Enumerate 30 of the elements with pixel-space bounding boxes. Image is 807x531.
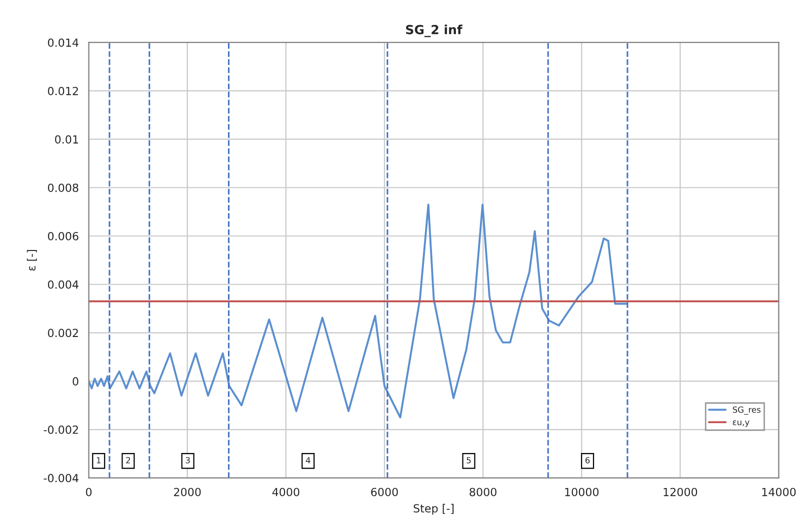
y-tick-label: 0.012: [48, 86, 78, 96]
x-tick-label: 8000: [470, 488, 496, 496]
annotation: 5: [466, 457, 471, 464]
y-axis-title: ε [-]: [26, 250, 37, 271]
y-tick-label: 0.014: [48, 38, 78, 47]
x-tick-label: 0: [86, 488, 92, 496]
y-tick-label: 0.002: [48, 328, 78, 338]
y-tick-label: 0.006: [48, 232, 78, 240]
line-series: [88, 204, 628, 418]
legend-label: SG_res: [732, 406, 760, 415]
annotation: 4: [306, 457, 310, 464]
chart-title: SG_2 inf: [406, 24, 462, 38]
x-tick-label: 4000: [272, 488, 300, 496]
annotation: 2: [126, 457, 130, 464]
annotation: 6: [585, 457, 590, 464]
legend-label: εu,y: [732, 420, 750, 427]
y-tick-label: 0: [72, 377, 78, 386]
y-tick-label: -0.002: [44, 425, 78, 434]
y-tick-label: 0.008: [48, 184, 78, 192]
x-axis-title: Step [-]: [414, 504, 454, 515]
y-tick-label: 0.004: [48, 280, 78, 289]
y-tick-label: 0.01: [55, 135, 78, 144]
x-tick-label: 2000: [174, 488, 201, 496]
x-tick-label: 10000: [565, 488, 599, 496]
annotation: 3: [186, 457, 190, 464]
annotation: 1: [96, 457, 101, 464]
y-tick-label: -0.004: [44, 474, 78, 482]
x-tick-label: 14000: [762, 488, 796, 496]
x-tick-label: 6000: [371, 488, 398, 496]
x-tick-label: 12000: [664, 488, 698, 496]
